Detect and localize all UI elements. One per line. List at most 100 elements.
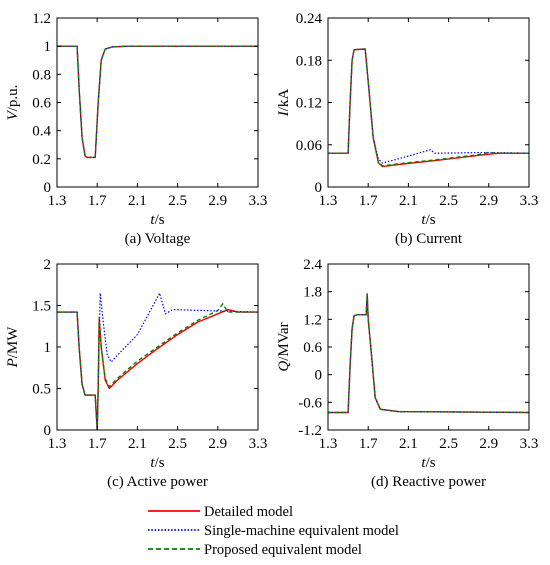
series-group <box>328 48 529 168</box>
legend-label-2: Proposed equivalent model <box>204 542 362 558</box>
x-tick-label: 2.5 <box>439 436 458 452</box>
x-tick-label: 1.7 <box>88 193 107 209</box>
series-group <box>57 45 258 159</box>
x-tick-label: 2.9 <box>208 193 227 209</box>
y-tick-label: 1 <box>44 340 52 356</box>
legend: Detailed model Single-machine equivalent … <box>148 504 399 558</box>
y-tick-label: 2 <box>44 257 52 273</box>
y-axis-unit: /MVar <box>276 322 292 360</box>
series-line-0 <box>57 308 258 430</box>
axis-frame <box>56 17 259 188</box>
series-line-2 <box>328 48 529 167</box>
x-tick-label: 1.7 <box>359 193 378 209</box>
y-tick-label: 0.12 <box>296 96 322 112</box>
y-tick-label: 0.8 <box>32 67 51 83</box>
series-line-1 <box>57 292 258 430</box>
chart-panel-3: 1.3 1.7 2.1 2.5 2.9 3.3 -1.2 -0.6 0 0.6 1.2 1.8 2.4 t… <box>276 257 538 490</box>
x-axis-unit: /s <box>426 455 436 471</box>
x-axis-unit: /s <box>426 212 436 228</box>
x-tick-label: 1.7 <box>88 436 107 452</box>
series-group <box>57 292 258 430</box>
x-tick-label: 2.9 <box>208 436 227 452</box>
series-line-0 <box>328 293 529 414</box>
x-axis-label: t/s <box>421 455 435 471</box>
axis-frame <box>327 263 530 431</box>
y-axis-var: V <box>5 109 21 120</box>
panel-caption: (b) Current <box>395 231 463 247</box>
y-axis-var: I <box>276 110 292 117</box>
x-axis-unit: /s <box>155 455 165 471</box>
series-line-1 <box>57 45 258 158</box>
panels: 1.3 1.7 2.1 2.5 2.9 3.300.20.40.60.811.2t/sV/… <box>5 11 538 490</box>
x-axis-label: t/s <box>150 455 164 471</box>
x-axis-var: t <box>150 455 155 471</box>
y-tick-label: 0.2 <box>32 152 51 168</box>
x-axis-var: t <box>421 212 426 228</box>
y-tick-label: 1.2 <box>303 312 322 328</box>
y-axis-label: P/MW <box>5 326 21 369</box>
x-tick-label: 2.1 <box>128 436 147 452</box>
legend-label-1: Single-machine equivalent model <box>204 523 399 539</box>
x-tick-label: 1.3 <box>48 436 67 452</box>
x-tick-label: 1.7 <box>359 436 378 452</box>
y-tick-label: 0.18 <box>296 53 322 69</box>
y-tick-label: 1.5 <box>32 299 51 315</box>
x-tick-label: 3.3 <box>249 193 268 209</box>
panel-caption: (d) Reactive power <box>371 474 486 490</box>
y-tick-label: 1.2 <box>32 11 51 27</box>
y-axis-label: V/p.u. <box>5 85 21 121</box>
x-tick-label: 2.1 <box>399 193 418 209</box>
y-tick-label: 1.8 <box>303 285 322 301</box>
y-tick-label: 0 <box>315 180 323 196</box>
x-tick-label: 1.3 <box>319 193 338 209</box>
x-tick-label: 2.1 <box>399 436 418 452</box>
x-tick-label: 3.3 <box>520 436 539 452</box>
chart-panel-2: 1.3 1.7 2.1 2.5 2.9 3.3 0 0.5 1 1.5 2 t/s P/MW (c) Ac… <box>5 257 267 490</box>
series-line-2 <box>328 293 529 414</box>
chart-panel-1: 1.3 1.7 2.1 2.5 2.9 3.300.060.120.180.24t/sI/… <box>276 11 538 247</box>
x-axis-var: t <box>421 455 426 471</box>
x-tick-label: 2.9 <box>479 436 498 452</box>
y-tick-label: 0.4 <box>32 124 51 140</box>
y-axis-var: P <box>5 358 21 368</box>
x-axis-label: t/s <box>421 212 435 228</box>
series-line-2 <box>57 45 258 159</box>
series-line-1 <box>328 293 529 414</box>
x-tick-label: 2.1 <box>128 193 147 209</box>
y-axis-label: Q/MVar <box>276 322 292 371</box>
x-tick-label: 1.3 <box>319 436 338 452</box>
chart-panel-0: 1.3 1.7 2.1 2.5 2.9 3.300.20.40.60.811.2t/sV/… <box>5 11 267 247</box>
x-tick-label: 1.3 <box>48 193 67 209</box>
y-tick-label: 0 <box>44 423 52 439</box>
series-line-1 <box>328 48 529 164</box>
y-tick-label: 0.06 <box>296 138 323 154</box>
x-axis-label: t/s <box>150 212 164 228</box>
y-tick-label: 1 <box>44 39 52 55</box>
series-line-2 <box>57 303 258 430</box>
y-axis-label: I/kA <box>276 89 292 118</box>
y-tick-label: -1.2 <box>298 423 322 439</box>
y-axis-unit: /p.u. <box>5 85 21 112</box>
x-axis-unit: /s <box>155 212 165 228</box>
y-axis-unit: /kA <box>276 89 292 112</box>
y-tick-label: 0.24 <box>296 11 323 27</box>
series-line-0 <box>57 45 258 159</box>
y-tick-label: 0.5 <box>32 382 51 398</box>
y-tick-label: 0.6 <box>303 340 322 356</box>
y-tick-label: 0 <box>315 368 323 384</box>
x-tick-label: 2.5 <box>168 193 187 209</box>
y-tick-label: 0.6 <box>32 96 51 112</box>
series-group <box>328 293 529 414</box>
y-axis-unit: /MW <box>5 326 21 359</box>
x-tick-label: 3.3 <box>249 436 268 452</box>
y-tick-label: 0 <box>44 180 52 196</box>
x-axis-var: t <box>150 212 155 228</box>
x-tick-label: 3.3 <box>520 193 539 209</box>
x-tick-label: 2.5 <box>439 193 458 209</box>
panel-caption: (c) Active power <box>107 474 208 490</box>
panel-caption: (a) Voltage <box>125 231 191 247</box>
y-tick-label: -0.6 <box>298 395 322 411</box>
y-tick-label: 2.4 <box>303 257 322 273</box>
x-tick-label: 2.9 <box>479 193 498 209</box>
